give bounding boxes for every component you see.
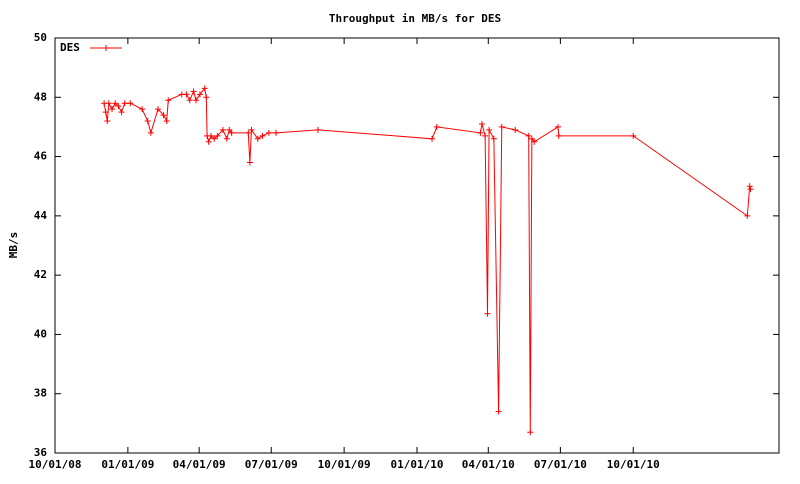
data-point [127,100,134,107]
legend-label: DES [60,41,80,54]
y-tick-label: 50 [34,31,47,44]
data-point [211,135,218,142]
data-point [105,100,112,107]
data-point [115,103,122,110]
data-point [208,132,215,139]
data-point [121,100,128,107]
data-point [314,126,321,133]
data-point [746,183,753,190]
data-point [104,118,111,124]
data-point [163,118,170,124]
data-point [203,94,210,101]
data-point [223,135,230,142]
data-point [630,132,637,139]
data-point [102,109,109,116]
data-point [109,106,116,113]
data-point [273,129,280,136]
y-tick-label: 42 [34,268,47,281]
y-tick-label: 46 [34,150,48,163]
data-point [248,126,255,133]
data-point [201,85,208,92]
data-point [484,310,491,317]
data-point [554,123,561,130]
data-point [490,135,497,142]
data-point [139,106,146,113]
data-point [118,109,125,116]
y-axis-label: MB/s [7,232,20,259]
data-point [527,429,534,436]
x-tick-label: 07/01/10 [534,458,587,471]
data-point [512,126,519,133]
x-tick-label: 04/01/09 [173,458,226,471]
x-tick-label: 10/01/08 [29,458,82,471]
data-point [112,100,119,107]
data-point [531,138,538,145]
data-point [205,138,212,145]
data-point [478,120,485,127]
data-point [495,408,502,415]
data-point [555,132,562,139]
y-tick-label: 48 [34,90,47,103]
data-point [214,132,221,139]
data-point [254,135,261,142]
data-point [477,129,484,136]
data-point [165,97,172,104]
x-tick-label: 10/01/10 [607,458,660,471]
data-point [192,97,199,104]
data-point [186,97,193,104]
data-point [429,135,436,142]
y-tick-label: 44 [34,209,48,222]
x-tick-label: 01/01/09 [101,458,154,471]
data-point [259,132,266,139]
data-point [525,132,532,139]
y-tick-label: 38 [34,387,47,400]
legend-marker [103,45,109,51]
data-point [190,88,197,95]
data-point [482,132,489,139]
data-point [228,129,235,136]
x-tick-label: 07/01/09 [245,458,298,471]
y-tick-label: 36 [34,446,48,459]
data-point [196,91,203,98]
x-tick-label: 10/01/09 [318,458,371,471]
data-point [245,129,252,136]
x-tick-label: 04/01/10 [462,458,515,471]
data-point [144,118,151,124]
data-point [183,91,190,98]
data-point [498,123,505,130]
data-point [486,126,493,133]
data-point [246,159,253,166]
data-point [265,129,272,136]
data-point [147,129,154,136]
data-point [219,126,226,133]
y-tick-label: 40 [34,327,47,340]
data-point [160,112,167,119]
data-point [747,186,754,193]
data-point [744,212,751,219]
data-point [154,106,161,113]
data-point [433,123,440,130]
chart-title: Throughput in MB/s for DES [329,12,501,25]
x-tick-label: 01/01/10 [391,458,444,471]
